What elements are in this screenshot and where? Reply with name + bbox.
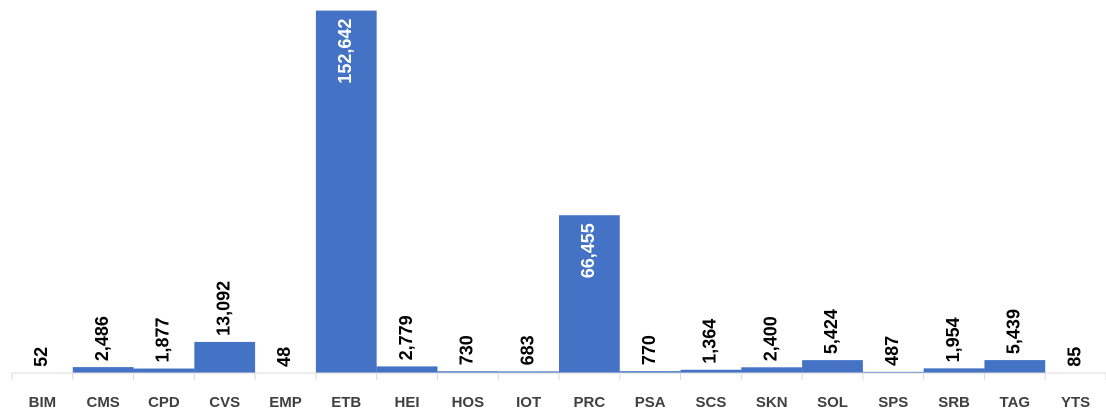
bar (619, 371, 681, 373)
value-label: 1,954 (943, 317, 963, 362)
x-tick-label: EMP (269, 394, 302, 411)
value-label: 13,092 (213, 281, 233, 336)
bar (133, 368, 195, 373)
x-tick-label: SRB (938, 394, 970, 411)
x-tick-label: CPD (148, 394, 180, 411)
value-label: 1,877 (153, 317, 173, 362)
x-tick-label: ETB (331, 394, 361, 411)
bar (741, 367, 803, 373)
bar (437, 371, 499, 373)
x-tick-label: SOL (817, 394, 848, 411)
value-label: 730 (457, 335, 477, 365)
x-tick-label: CMS (86, 394, 119, 411)
value-label: 1,364 (700, 319, 720, 364)
value-label: 52 (31, 347, 51, 367)
x-tick-label: HEI (395, 394, 420, 411)
value-label: 2,779 (396, 315, 416, 360)
x-tick-label: SKN (756, 394, 788, 411)
value-label: 66,455 (578, 223, 598, 278)
x-tick-label: IOT (516, 394, 541, 411)
value-label: 5,424 (821, 309, 841, 354)
value-label: 85 (1064, 347, 1084, 367)
x-tick-label: CVS (209, 394, 240, 411)
bar (498, 371, 559, 373)
bar (862, 371, 924, 373)
bar (984, 360, 1046, 373)
x-tick-label: SCS (696, 394, 727, 411)
bar (72, 367, 134, 373)
x-tick-label: TAG (1000, 394, 1031, 411)
bar (315, 10, 377, 373)
x-tick-label: SPS (878, 394, 908, 411)
x-tick-label: PRC (574, 394, 606, 411)
value-label: 683 (517, 335, 537, 365)
value-label: 5,439 (1004, 309, 1024, 354)
bar (559, 215, 620, 373)
bar (376, 366, 438, 373)
value-label: 770 (639, 335, 659, 365)
bar (194, 341, 256, 373)
x-tick-label: BIM (29, 394, 57, 411)
value-label: 487 (882, 336, 902, 366)
value-label: 2,486 (92, 316, 112, 361)
value-label: 48 (274, 347, 294, 367)
value-label: 152,642 (335, 19, 355, 84)
x-tick-label: YTS (1061, 394, 1090, 411)
x-tick-label: PSA (635, 394, 666, 411)
x-tick-label: HOS (452, 394, 485, 411)
value-label: 2,400 (760, 316, 780, 361)
bar (923, 368, 985, 373)
bar (680, 369, 742, 373)
bar (802, 360, 863, 373)
